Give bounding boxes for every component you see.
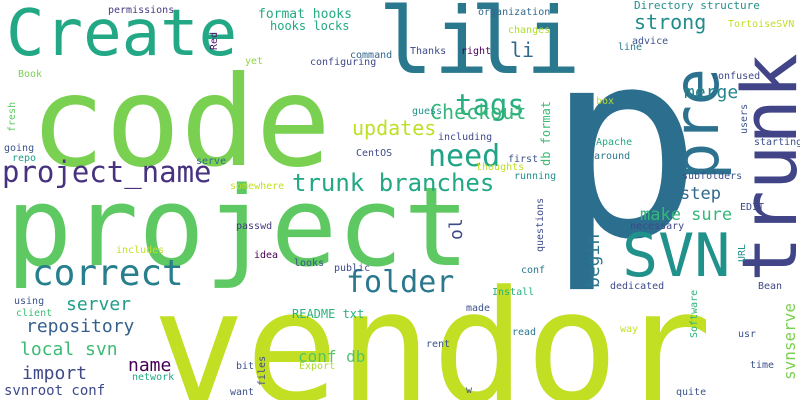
word-network: network: [132, 372, 175, 383]
word-folder: folder: [346, 265, 455, 300]
word-export: Export: [299, 361, 336, 372]
word-local-svn: local svn: [20, 339, 118, 360]
word-merge: merge: [684, 82, 739, 103]
word-server: server: [66, 294, 132, 315]
word-made: made: [466, 303, 491, 314]
word-bit: bit: [236, 361, 255, 372]
word-w: w: [466, 385, 473, 396]
word-somewhere: somewhere: [230, 181, 285, 192]
word-project: project: [6, 163, 470, 291]
word-rent: rent: [426, 339, 451, 350]
word-vendor: vendor: [152, 257, 712, 400]
word-install: Install: [492, 287, 535, 298]
word-questions: questions: [535, 197, 546, 252]
word-li-2: li: [470, 0, 581, 95]
word-advice: advice: [632, 36, 669, 47]
word-public: public: [334, 263, 371, 274]
word-trunk-branches: trunk branches: [292, 169, 495, 197]
word-name: name: [128, 355, 172, 376]
word-first: first: [508, 154, 539, 165]
word-li-3: li: [510, 38, 535, 62]
word-yet: yet: [245, 56, 264, 67]
word-fresh: fresh: [7, 101, 18, 132]
word-readme-txt: README txt: [292, 307, 365, 321]
word-organization: organization: [478, 7, 551, 18]
word-conf-db: conf db: [298, 347, 366, 366]
word-li-1: li: [378, 0, 489, 95]
word-configuring: configuring: [310, 57, 377, 68]
word-apache: Apache: [596, 137, 633, 148]
word-files: files: [257, 355, 268, 386]
word-around: around: [594, 151, 631, 162]
word-step: step: [680, 184, 721, 204]
word-going: going: [4, 143, 35, 154]
word-svnroot-conf: svnroot conf: [4, 383, 106, 399]
word-correct: correct: [32, 253, 184, 294]
word-create: Create: [6, 0, 238, 71]
word-bean: Bean: [758, 281, 783, 292]
word-url: URL: [737, 243, 748, 262]
word-confused: confused: [712, 71, 761, 82]
word-strong: strong: [634, 10, 707, 34]
word-read: read: [512, 327, 537, 338]
word-client: client: [16, 308, 53, 319]
word-permissions: permissions: [108, 5, 175, 16]
word-tags: tags: [455, 88, 525, 122]
word-using: using: [14, 296, 45, 307]
word-need: need: [428, 139, 501, 174]
word-checkout: Checkout: [430, 100, 527, 124]
word-code: code: [30, 50, 332, 195]
word-repository: repository: [26, 316, 135, 337]
word-serve: serve: [196, 156, 227, 167]
word-time: time: [750, 360, 775, 371]
word-repo: repo: [12, 153, 37, 164]
word-including: including: [438, 132, 493, 143]
word-thoughts: thoughts: [476, 162, 525, 173]
word-make-sure: make sure: [640, 205, 733, 225]
word-command: command: [350, 50, 393, 61]
word-format-hooks: format hooks: [258, 7, 352, 22]
word-updates: updates: [352, 116, 437, 140]
word-book: Book: [18, 69, 43, 80]
word-centos: CentOS: [356, 148, 393, 159]
word-tortoisesvn: TortoiseSVN: [728, 19, 795, 30]
word-subfolders: subfolders: [682, 171, 743, 182]
word-passwd: passwd: [236, 221, 273, 232]
word-box: box: [596, 96, 615, 107]
word-necessary: necessary: [630, 221, 685, 232]
word-right: right: [461, 46, 492, 57]
word-directory-structure: Directory structure: [634, 0, 760, 12]
word-usr: usr: [738, 329, 757, 340]
word-hooks-locks: hooks locks: [270, 19, 350, 33]
word-changes: changes: [508, 25, 551, 36]
word-software: Software: [689, 289, 700, 338]
word-quite: quite: [676, 387, 707, 398]
word-begin: begin: [583, 233, 604, 288]
word-project-name: project_name: [2, 155, 212, 189]
word-users: users: [739, 103, 750, 134]
word-import: import: [22, 363, 88, 384]
word-db-format: db format: [539, 100, 553, 166]
word-includes: includes: [116, 245, 165, 256]
word-starting: starting: [754, 137, 800, 148]
word-red: Red: [209, 31, 220, 50]
word-dedicated: dedicated: [610, 281, 665, 292]
word-conf: conf: [521, 265, 546, 276]
word-line: line: [618, 42, 643, 53]
word-guess: guess: [412, 106, 443, 117]
word-ol: ol: [446, 218, 467, 240]
word-edit: EDIT: [740, 202, 765, 213]
word-way: way: [620, 324, 639, 335]
word-running: running: [514, 171, 557, 182]
word-p: p: [546, 0, 703, 297]
word-svn: SVN: [622, 221, 731, 291]
word-idea: idea: [254, 250, 279, 261]
word-thanks: Thanks: [410, 46, 447, 57]
word-want: want: [230, 387, 255, 398]
word-looks: looks: [294, 258, 325, 269]
word-svnserve: svnserve: [780, 302, 799, 380]
